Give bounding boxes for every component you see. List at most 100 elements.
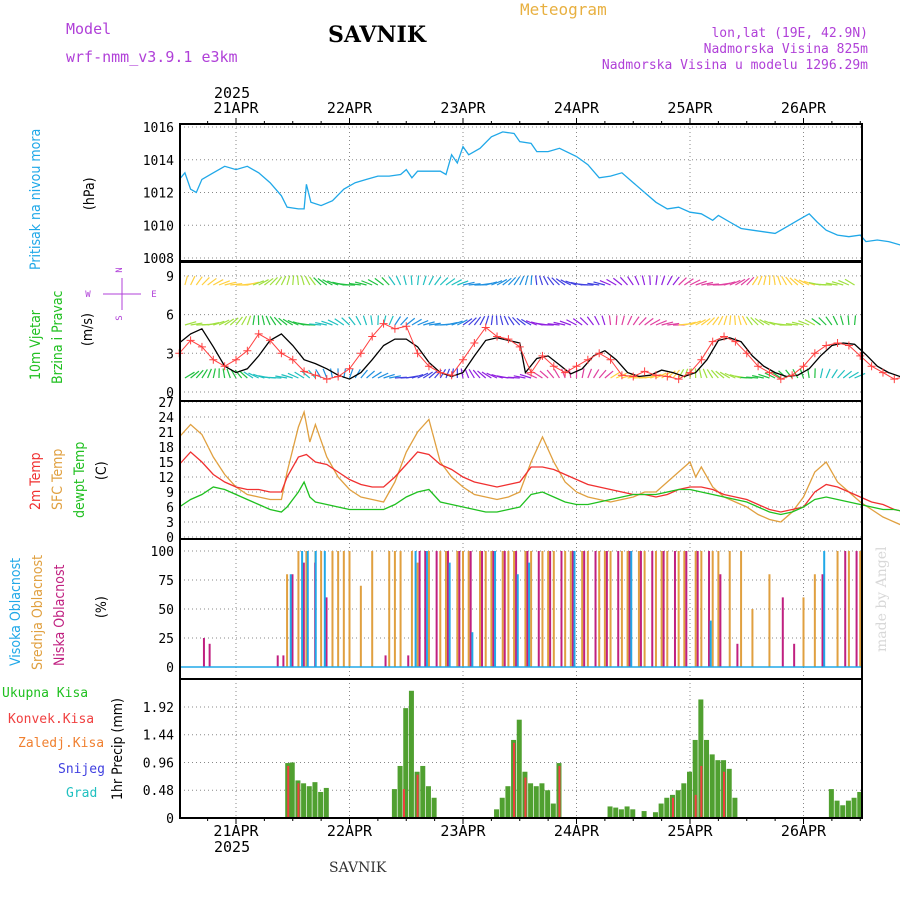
precip-total-bar — [857, 791, 863, 818]
top-day-label: 21APR — [213, 99, 259, 117]
grid-layer — [180, 124, 862, 819]
wind-arrow — [781, 275, 787, 286]
precip-total-bar — [834, 800, 840, 818]
wind-gust-line — [178, 322, 900, 380]
wind-gust-marker — [447, 371, 456, 380]
wind-arrow — [754, 317, 765, 326]
precip-total-bar — [675, 790, 681, 818]
wind-arrow — [695, 319, 706, 326]
wind-arrow — [746, 376, 759, 379]
data-layer — [175, 131, 900, 818]
wind-arrow — [300, 275, 305, 286]
wind-arrow — [485, 315, 490, 326]
wind-arrow — [224, 281, 237, 286]
wind-gust-marker — [810, 349, 819, 358]
wind-gust-marker — [220, 362, 229, 371]
wind-gust-marker — [413, 349, 422, 358]
wind-arrow — [243, 371, 254, 379]
wind-arrow — [383, 373, 395, 379]
wind-arrow — [723, 315, 728, 326]
wind-arrow — [764, 372, 776, 379]
wind-arrow — [553, 321, 566, 326]
wind-arrow — [539, 370, 549, 379]
wind-arrow — [457, 280, 469, 286]
wind-arrow — [234, 369, 243, 379]
wind-arrow — [296, 275, 300, 286]
wind-arrow — [377, 372, 389, 379]
wind-gust-marker — [867, 362, 876, 371]
wind-arrow — [315, 321, 327, 326]
wind-gust-marker — [481, 323, 490, 332]
wind-gust-marker — [356, 349, 365, 358]
wind-arrow — [553, 369, 560, 379]
wind-arrow — [184, 275, 189, 286]
wind-arrow — [287, 372, 299, 379]
wind-arrow — [329, 368, 334, 379]
precip-total-bar — [528, 783, 534, 818]
precip-total-bar — [550, 803, 556, 818]
ytick-label: 1014 — [143, 154, 174, 169]
wind-gust-marker — [833, 338, 842, 347]
wind-arrow — [495, 315, 498, 326]
precip-conv-bar — [671, 797, 674, 818]
wind-gust-marker — [527, 368, 536, 377]
wind-arrow — [403, 275, 407, 286]
wind-arrow — [547, 323, 560, 326]
wind-arrow — [301, 370, 311, 379]
legend-snow: Snijeg — [58, 762, 105, 777]
wind-arrow — [689, 320, 702, 326]
wind-arrow — [502, 277, 512, 286]
wind-arrow — [825, 282, 838, 286]
wind-arrow — [491, 280, 503, 286]
wind-gust-marker — [424, 362, 433, 371]
bottom-year: 2025 — [214, 838, 251, 856]
wind-arrow — [724, 372, 736, 379]
wind-arrow — [655, 320, 667, 326]
wind-gust-marker — [345, 364, 354, 373]
precip-total-bar — [391, 789, 397, 818]
wind-arrow — [684, 321, 696, 326]
wind-arrow — [785, 322, 798, 326]
wind-gust-marker — [572, 362, 581, 371]
ytick-label: 25 — [158, 632, 174, 647]
ytick-label: 50 — [158, 603, 174, 618]
wind-gust-marker — [651, 371, 660, 380]
wind-gust-marker — [436, 368, 445, 377]
wind-speed-line — [178, 327, 900, 380]
wind-arrow — [417, 372, 429, 379]
wind-arrow — [818, 317, 827, 326]
precip-total-bar — [692, 739, 698, 818]
wind-arrow — [712, 316, 720, 326]
wind-arrow — [854, 372, 866, 379]
precip-total-bar — [658, 803, 664, 818]
wind-arrow — [516, 317, 526, 326]
ytick-label: 1.92 — [143, 701, 174, 716]
wind-arrow — [831, 369, 838, 379]
wind-arrow — [698, 368, 702, 379]
lonlat-text: lon,lat (19E, 42.9N) — [711, 26, 868, 41]
wind-compass: N S W E — [85, 267, 156, 320]
wind-gust-marker — [765, 368, 774, 377]
wind-gust-marker — [731, 337, 740, 346]
precip-total-bar — [704, 739, 710, 818]
model-label: Model — [66, 20, 112, 38]
wind-gust-marker — [288, 355, 297, 364]
wind-arrow — [741, 315, 748, 326]
wind-arrow — [371, 371, 382, 379]
wind-arrow — [825, 316, 833, 326]
wind-arrow — [490, 315, 494, 326]
wind-arrow — [496, 278, 508, 286]
wind-arrow — [366, 370, 375, 379]
precip-total-bar — [425, 786, 431, 818]
wind-gust-marker — [334, 372, 343, 381]
legend-conv-rain: Konvek.Kisa — [8, 712, 95, 727]
wind-arrow — [428, 275, 435, 286]
precip-total-bar — [828, 789, 834, 818]
wind-arrow — [793, 278, 804, 286]
wind-gust-marker — [470, 338, 479, 347]
wind-arrow — [778, 370, 787, 379]
precip-total-bar — [539, 783, 545, 818]
wind-arrow — [819, 368, 824, 379]
wind-gust-marker — [549, 362, 558, 371]
wind-arrow — [706, 369, 714, 379]
